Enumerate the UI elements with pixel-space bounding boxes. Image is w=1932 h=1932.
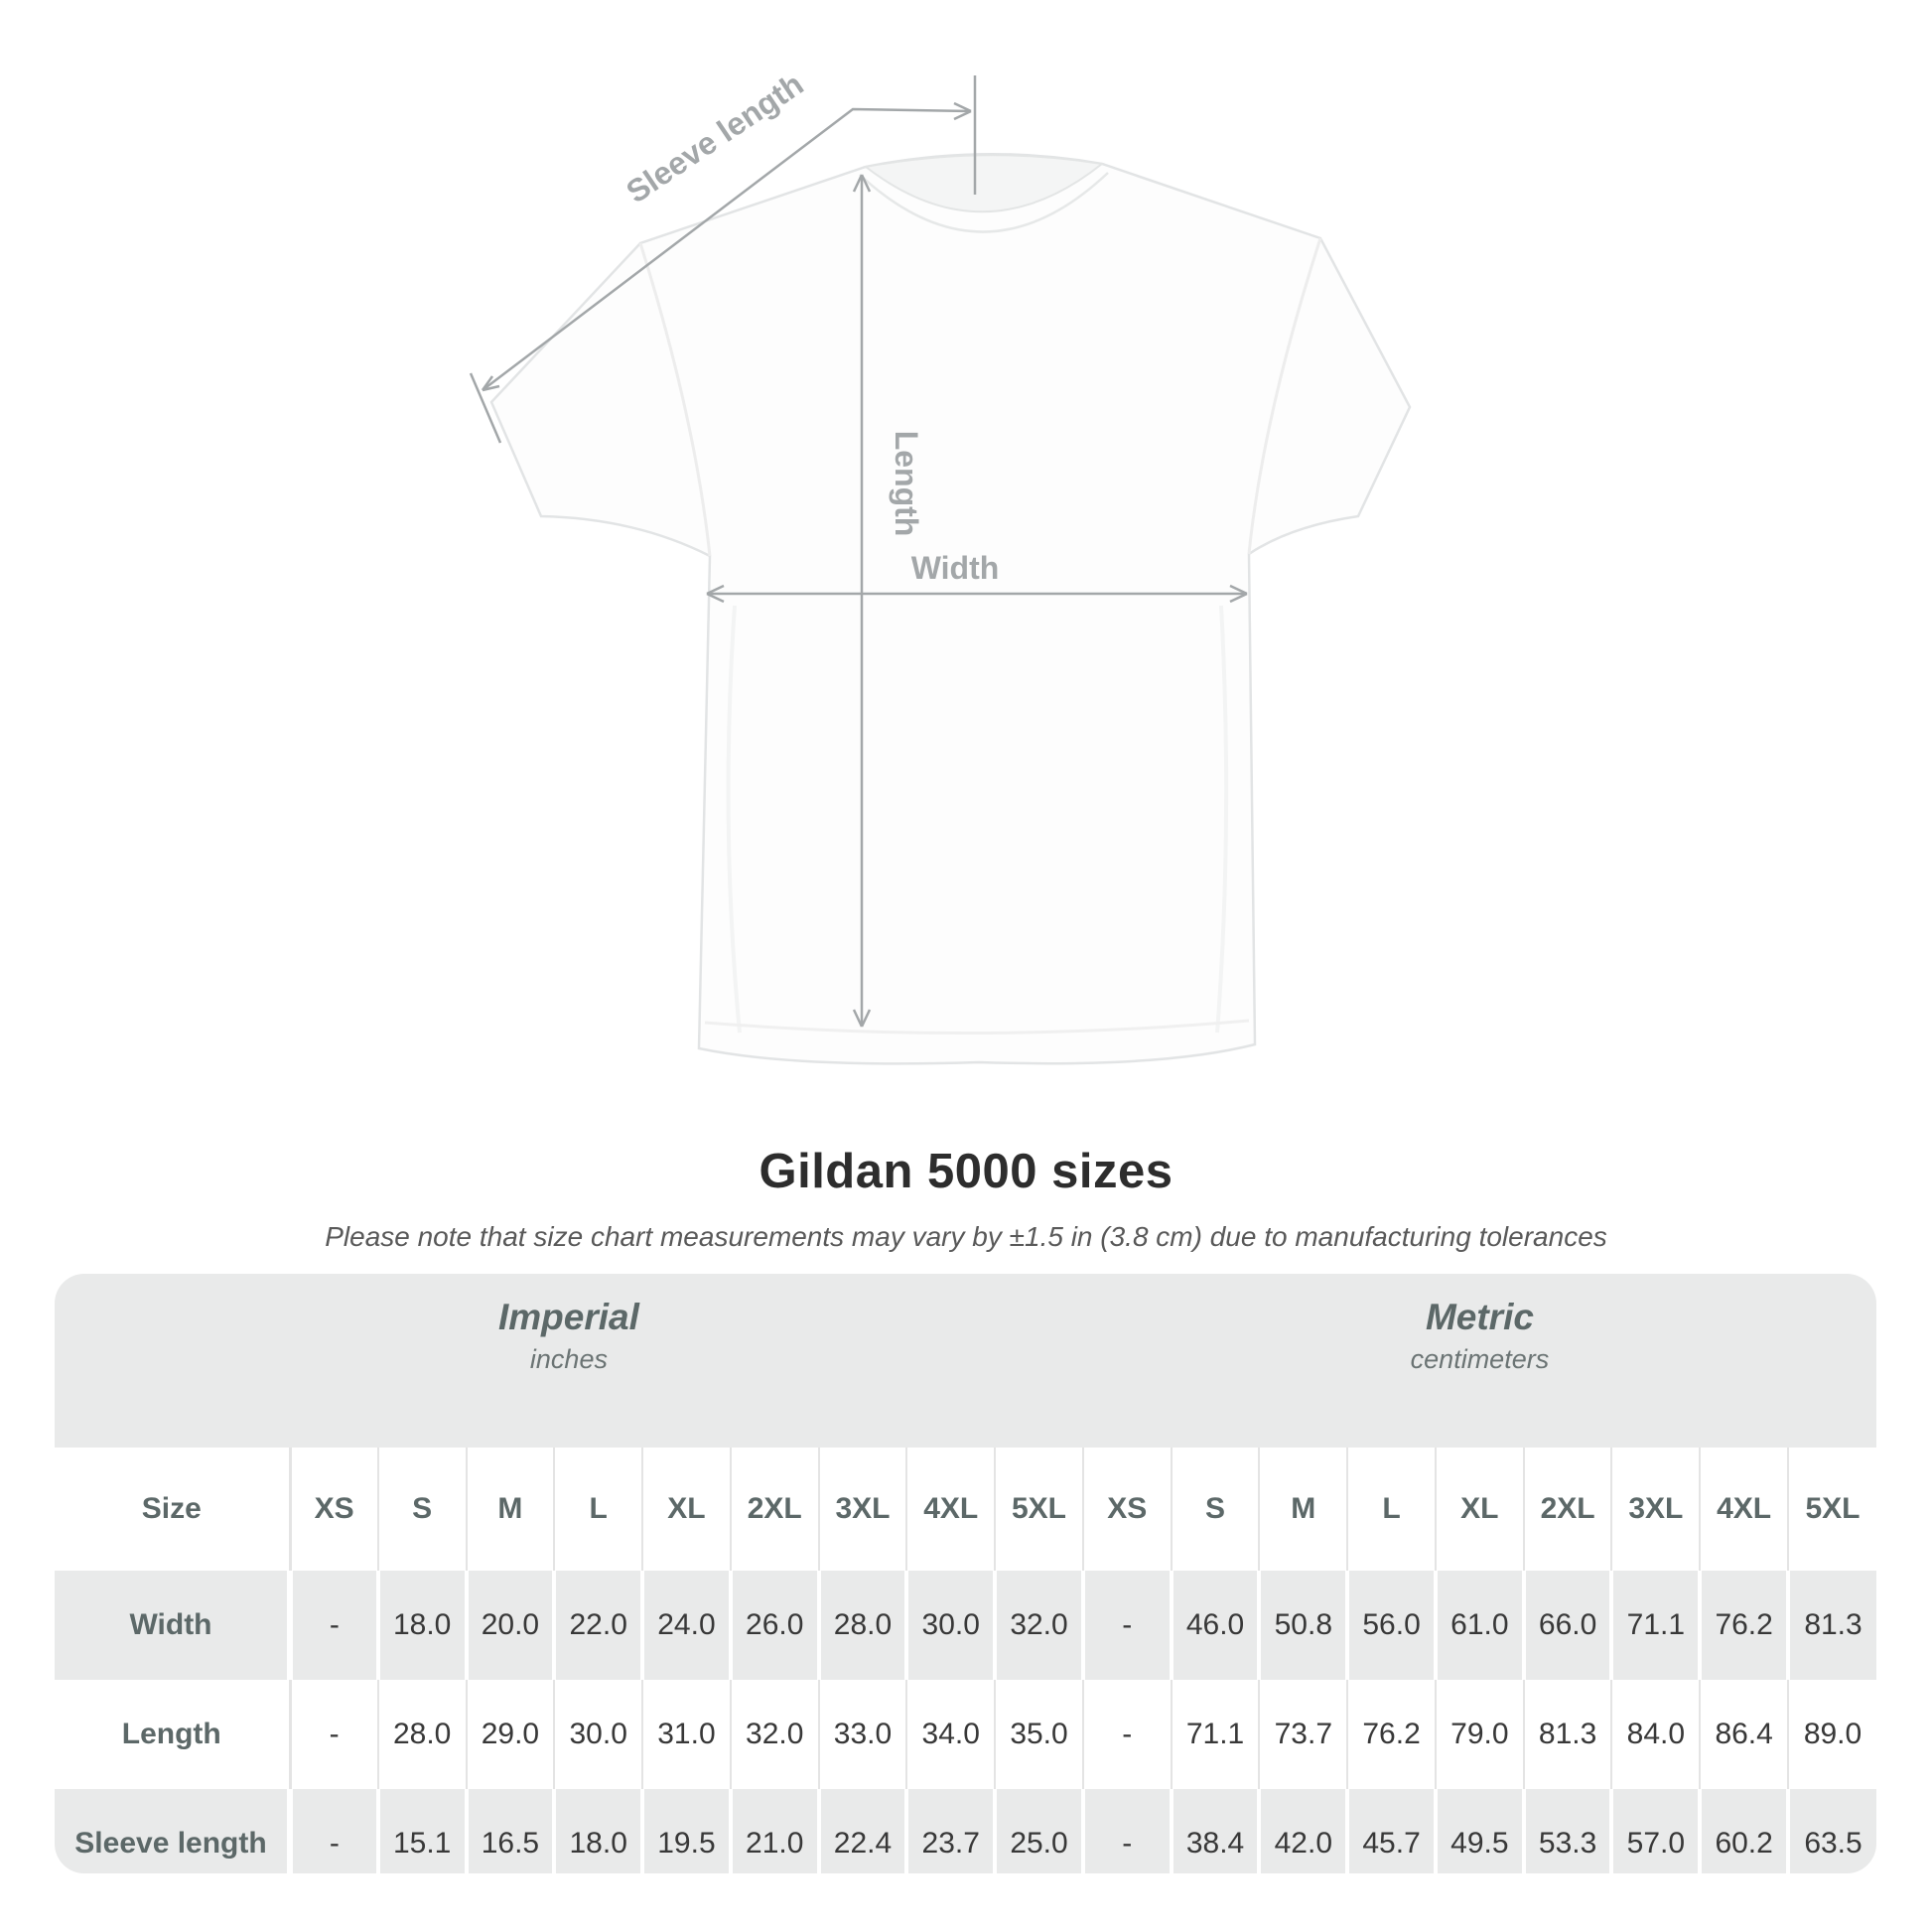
row-label: Sleeve length (55, 1789, 290, 1873)
table-cell: 28.0 (816, 1571, 907, 1680)
table-cell: - (1080, 1571, 1172, 1680)
table-cell: 53.3 (1521, 1789, 1612, 1873)
table-cell: - (288, 1680, 378, 1789)
size-header-row: Size XS S M L XL 2XL 3XL 4XL 5XL XS S M … (55, 1448, 1876, 1571)
size-column-header: 2XL (729, 1448, 819, 1571)
table-cell: 89.0 (1787, 1680, 1876, 1789)
table-cell: 22.0 (552, 1571, 643, 1680)
size-column-header: M (1258, 1448, 1348, 1571)
table-cell: 38.4 (1169, 1789, 1260, 1873)
table-cell: 71.1 (1609, 1571, 1701, 1680)
imperial-group-header: Imperial inches (55, 1274, 1083, 1448)
metric-group-unit: centimeters (1410, 1344, 1550, 1374)
table-cell: - (1080, 1789, 1172, 1873)
length-arrow (852, 174, 872, 1028)
unit-group-row: Imperial inches Metric centimeters (55, 1274, 1876, 1448)
size-column-header: 4XL (1699, 1448, 1789, 1571)
table-cell: 32.0 (729, 1680, 819, 1789)
table-cell: 19.5 (640, 1789, 731, 1873)
sleeve-length-label: Sleeve length (620, 66, 809, 209)
table-cell: 22.4 (816, 1789, 907, 1873)
table-cell: 71.1 (1170, 1680, 1260, 1789)
table-row-sleeve-length: Sleeve length - 15.1 16.5 18.0 19.5 21.0… (55, 1789, 1876, 1873)
size-column-header: L (553, 1448, 643, 1571)
size-column-header: 4XL (905, 1448, 996, 1571)
table-cell: 26.0 (728, 1571, 819, 1680)
table-cell: 61.0 (1433, 1571, 1524, 1680)
table-cell: 86.4 (1699, 1680, 1789, 1789)
row-label: Length (55, 1680, 290, 1789)
table-cell: 57.0 (1609, 1789, 1701, 1873)
table-cell: 16.5 (464, 1789, 555, 1873)
size-column-header: 5XL (994, 1448, 1083, 1571)
table-cell: 33.0 (817, 1680, 907, 1789)
table-cell: 18.0 (375, 1571, 467, 1680)
table-cell: 63.5 (1786, 1789, 1876, 1873)
table-cell: 42.0 (1257, 1789, 1348, 1873)
table-row-width: Width - 18.0 20.0 22.0 24.0 26.0 28.0 30… (55, 1571, 1876, 1680)
table-cell: - (1081, 1680, 1172, 1789)
tshirt-diagram: Sleeve length Length Width (469, 66, 1412, 1065)
table-cell: 50.8 (1257, 1571, 1348, 1680)
table-cell: 24.0 (640, 1571, 731, 1680)
table-cell: 31.0 (641, 1680, 731, 1789)
metric-group-header: Metric centimeters (1082, 1274, 1876, 1448)
table-cell: 79.0 (1434, 1680, 1524, 1789)
size-column-header: S (1170, 1448, 1260, 1571)
size-column-header: XL (641, 1448, 731, 1571)
size-column-header: 3XL (1610, 1448, 1701, 1571)
table-row-length: Length - 28.0 29.0 30.0 31.0 32.0 33.0 3… (55, 1680, 1876, 1789)
table-cell: 84.0 (1610, 1680, 1701, 1789)
metric-group-title: Metric (1425, 1297, 1534, 1337)
imperial-group-unit: inches (529, 1344, 608, 1374)
table-cell: 76.2 (1346, 1680, 1436, 1789)
table-cell: 25.0 (993, 1789, 1083, 1873)
width-label: Width (911, 550, 1000, 586)
table-cell: 21.0 (728, 1789, 819, 1873)
size-chart-table: Imperial inches Metric centimeters Size … (55, 1274, 1876, 1873)
table-cell: 49.5 (1433, 1789, 1524, 1873)
width-arrow (706, 584, 1248, 604)
size-column-header: XS (288, 1448, 378, 1571)
table-cell: 45.7 (1345, 1789, 1436, 1873)
table-cell: - (287, 1571, 378, 1680)
size-column-header: 2XL (1522, 1448, 1612, 1571)
table-cell: 20.0 (464, 1571, 555, 1680)
size-column-header: XL (1434, 1448, 1524, 1571)
table-cell: 30.0 (553, 1680, 643, 1789)
size-column-header: XS (1081, 1448, 1172, 1571)
tshirt-graphic (489, 152, 1412, 1065)
row-label: Width (55, 1571, 290, 1680)
size-column-header: M (465, 1448, 555, 1571)
size-column-header: L (1346, 1448, 1436, 1571)
size-column-header: 3XL (817, 1448, 907, 1571)
table-cell: 35.0 (994, 1680, 1083, 1789)
table-cell: 81.3 (1786, 1571, 1876, 1680)
size-column-header: 5XL (1787, 1448, 1876, 1571)
corner-header: Size (55, 1448, 290, 1571)
table-cell: 73.7 (1258, 1680, 1348, 1789)
page-subtitle: Please note that size chart measurements… (325, 1221, 1607, 1252)
length-label: Length (889, 431, 924, 537)
table-cell: 60.2 (1698, 1789, 1789, 1873)
table-cell: 18.0 (552, 1789, 643, 1873)
table-cell: 23.7 (904, 1789, 996, 1873)
table-cell: 56.0 (1345, 1571, 1436, 1680)
sleeve-length-arrow (469, 75, 977, 444)
table-cell: 81.3 (1522, 1680, 1612, 1789)
table-cell: 34.0 (905, 1680, 996, 1789)
table-cell: 32.0 (993, 1571, 1083, 1680)
table-cell: 66.0 (1521, 1571, 1612, 1680)
table-cell: 29.0 (465, 1680, 555, 1789)
table-cell: 76.2 (1698, 1571, 1789, 1680)
page-title: Gildan 5000 sizes (759, 1145, 1173, 1198)
table-cell: 30.0 (904, 1571, 996, 1680)
imperial-group-title: Imperial (497, 1297, 639, 1337)
size-column-header: S (376, 1448, 467, 1571)
table-cell: 46.0 (1169, 1571, 1260, 1680)
table-cell: - (287, 1789, 378, 1873)
table-cell: 28.0 (376, 1680, 467, 1789)
table-cell: 15.1 (375, 1789, 467, 1873)
